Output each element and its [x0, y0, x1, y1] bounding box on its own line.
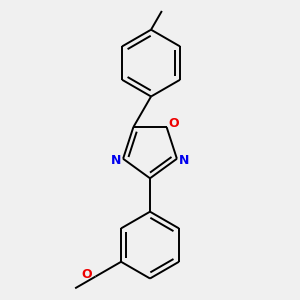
Text: N: N	[111, 154, 121, 167]
Text: N: N	[179, 154, 189, 167]
Text: O: O	[168, 118, 179, 130]
Text: O: O	[82, 268, 92, 281]
